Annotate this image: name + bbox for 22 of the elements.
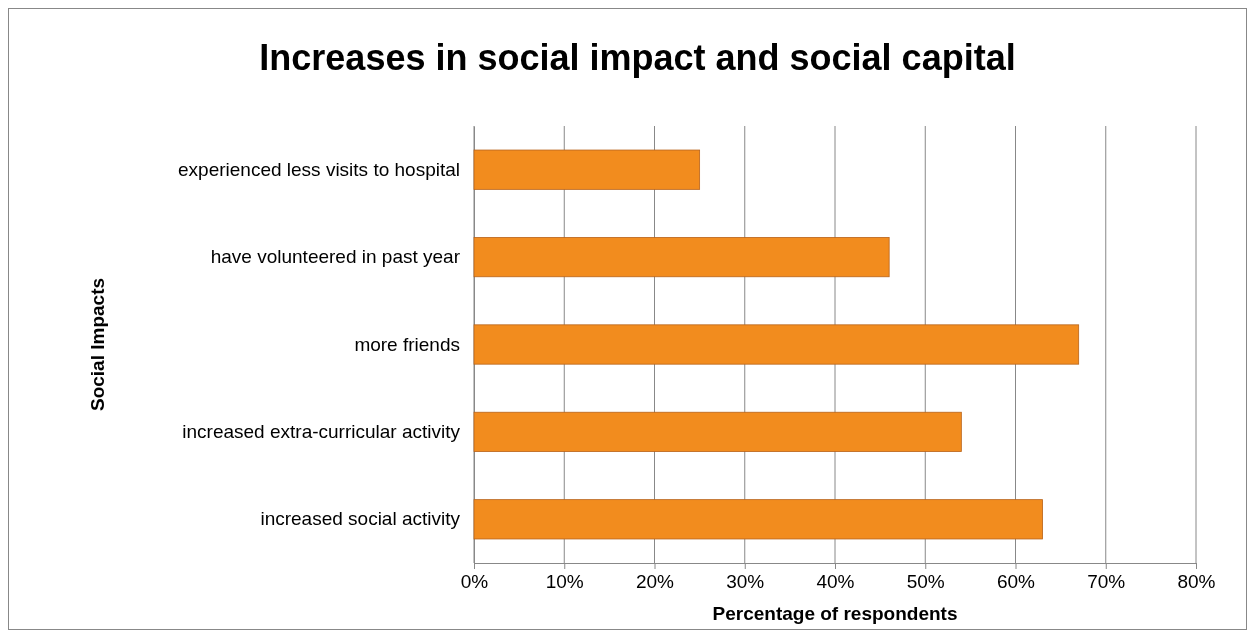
- y-axis-title: Social Impacts: [87, 277, 108, 412]
- x-tick-label: 30%: [726, 571, 765, 593]
- chart-title: Increases in social impact and social capital: [259, 37, 1016, 78]
- bar: [473, 411, 962, 452]
- bar: [473, 149, 701, 190]
- x-tick-label: 60%: [996, 571, 1036, 593]
- y-tick-label: more friends: [354, 333, 460, 355]
- bar: [473, 324, 1080, 365]
- x-tick-label: 10%: [545, 571, 584, 593]
- y-tick-label: have volunteered in past year: [210, 246, 461, 268]
- x-tick-label: 40%: [816, 571, 855, 593]
- bar: [473, 237, 890, 278]
- x-tick-label: 0%: [460, 571, 489, 593]
- x-tick-label: 50%: [906, 571, 945, 593]
- bar: [473, 499, 1043, 540]
- y-tick-label: increased extra-curricular activity: [182, 420, 461, 442]
- y-tick-label: experienced less visits to hospital: [178, 158, 460, 180]
- x-axis-title: Percentage of respondents: [712, 603, 958, 624]
- x-tick-label: 80%: [1177, 571, 1216, 593]
- y-tick-label: increased social activity: [260, 508, 461, 530]
- x-tick-label: 70%: [1087, 571, 1126, 593]
- x-tick-label: 20%: [635, 571, 675, 593]
